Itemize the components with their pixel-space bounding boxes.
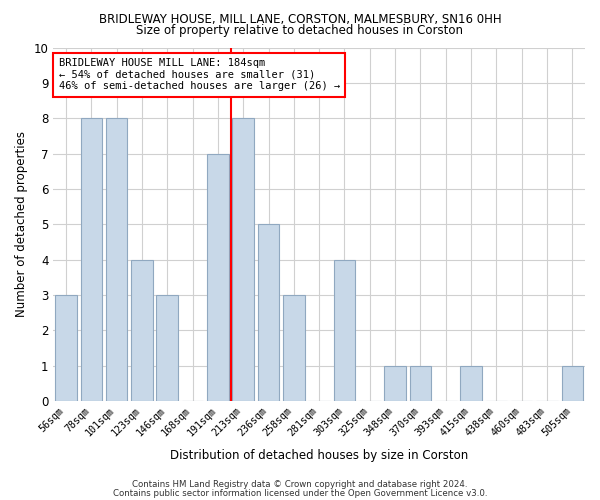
Text: Size of property relative to detached houses in Corston: Size of property relative to detached ho…: [137, 24, 464, 37]
Text: Contains HM Land Registry data © Crown copyright and database right 2024.: Contains HM Land Registry data © Crown c…: [132, 480, 468, 489]
Bar: [283, 295, 305, 401]
Bar: [410, 366, 431, 401]
Bar: [55, 295, 77, 401]
Bar: [157, 295, 178, 401]
Text: BRIDLEWAY HOUSE, MILL LANE, CORSTON, MALMESBURY, SN16 0HH: BRIDLEWAY HOUSE, MILL LANE, CORSTON, MAL…: [98, 12, 502, 26]
Bar: [460, 366, 482, 401]
X-axis label: Distribution of detached houses by size in Corston: Distribution of detached houses by size …: [170, 450, 468, 462]
Bar: [232, 118, 254, 401]
Bar: [334, 260, 355, 401]
Bar: [106, 118, 127, 401]
Y-axis label: Number of detached properties: Number of detached properties: [15, 132, 28, 318]
Bar: [385, 366, 406, 401]
Bar: [258, 224, 279, 401]
Bar: [80, 118, 102, 401]
Text: BRIDLEWAY HOUSE MILL LANE: 184sqm
← 54% of detached houses are smaller (31)
46% : BRIDLEWAY HOUSE MILL LANE: 184sqm ← 54% …: [59, 58, 340, 92]
Bar: [207, 154, 229, 401]
Bar: [131, 260, 152, 401]
Text: Contains public sector information licensed under the Open Government Licence v3: Contains public sector information licen…: [113, 488, 487, 498]
Bar: [562, 366, 583, 401]
